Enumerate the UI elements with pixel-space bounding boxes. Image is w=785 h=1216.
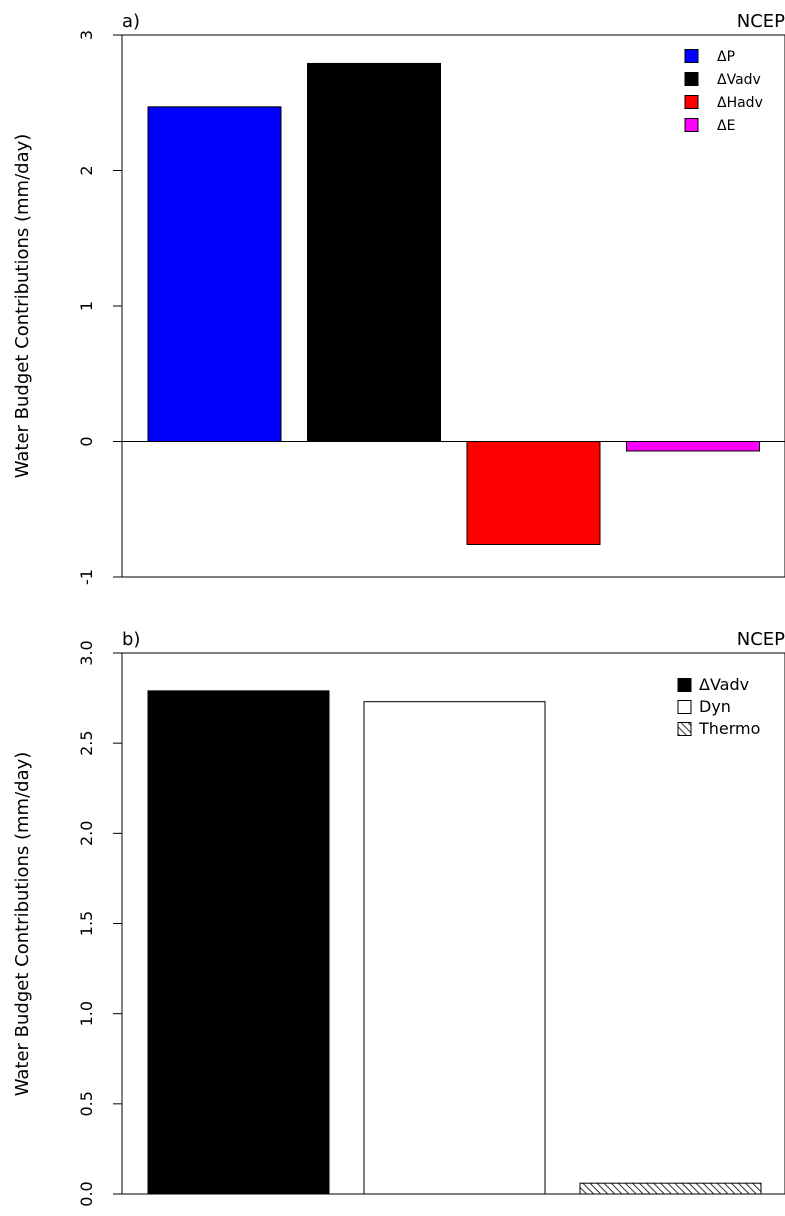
bar-e xyxy=(626,441,760,452)
y-tick-label: -1 xyxy=(77,569,96,585)
legend-swatch xyxy=(684,118,699,132)
panel-b-plot-frame xyxy=(121,652,785,1195)
legend-swatch xyxy=(677,722,692,736)
legend-label: Dyn xyxy=(699,697,731,716)
bar-vadv xyxy=(307,62,441,443)
bar-dyn xyxy=(363,701,546,1195)
legend-swatch xyxy=(677,678,692,692)
panel-b-legend: ΔVadv Dyn Thermo xyxy=(677,675,760,738)
legend-label: ΔP xyxy=(717,49,735,65)
y-tick-label: 2 xyxy=(77,165,96,175)
panel-a-legend: ΔP ΔVadv ΔHadv ΔE xyxy=(684,49,763,134)
y-tick-label: 2.5 xyxy=(77,730,96,755)
legend-swatch xyxy=(677,700,692,714)
bar-vadv xyxy=(147,690,330,1195)
panel-b-source-label: NCEP xyxy=(737,629,785,650)
bar-thermo xyxy=(579,1182,762,1195)
y-tick-label: 1 xyxy=(77,301,96,311)
y-tick-label: 0.0 xyxy=(77,1181,96,1206)
panel-b-label: b) xyxy=(122,629,140,650)
y-tick-label: 2.0 xyxy=(77,821,96,846)
y-tick-label: 0 xyxy=(77,436,96,446)
legend-label: ΔVadv xyxy=(717,72,761,88)
legend-swatch xyxy=(684,49,699,63)
legend-label: ΔVadv xyxy=(699,675,749,694)
y-tick-label: 0.5 xyxy=(77,1091,96,1116)
legend-label: Thermo xyxy=(698,719,760,738)
panel-a-label: a) xyxy=(122,11,140,32)
panel-a: a) NCEP Water Budget Contributions (mm/d… xyxy=(12,11,785,585)
panel-a-plot-frame xyxy=(121,34,785,578)
panel-a-bars xyxy=(147,62,760,545)
legend-label: ΔHadv xyxy=(717,95,763,111)
panel-a-y-axis-title: Water Budget Contributions (mm/day) xyxy=(12,134,33,479)
bar-hadv xyxy=(466,441,601,545)
y-tick-label: 3.0 xyxy=(77,640,96,665)
panel-a-y-ticks: -1 0 1 2 3 xyxy=(77,30,122,585)
panel-b: b) NCEP Water Budget Contributions (mm/d… xyxy=(12,629,785,1207)
legend-swatch xyxy=(684,72,699,86)
y-tick-label: 1.0 xyxy=(77,1001,96,1026)
y-tick-label: 1.5 xyxy=(77,911,96,936)
legend-label: ΔE xyxy=(717,118,735,134)
legend-swatch xyxy=(684,95,699,109)
bar-p xyxy=(147,106,282,442)
panel-b-bars xyxy=(147,690,762,1195)
panel-b-y-ticks: 0.0 0.5 1.0 1.5 2.0 2.5 3.0 xyxy=(77,640,122,1207)
panel-b-y-axis-title: Water Budget Contributions (mm/day) xyxy=(12,752,33,1097)
panel-a-source-label: NCEP xyxy=(737,11,785,32)
y-tick-label: 3 xyxy=(77,30,96,40)
